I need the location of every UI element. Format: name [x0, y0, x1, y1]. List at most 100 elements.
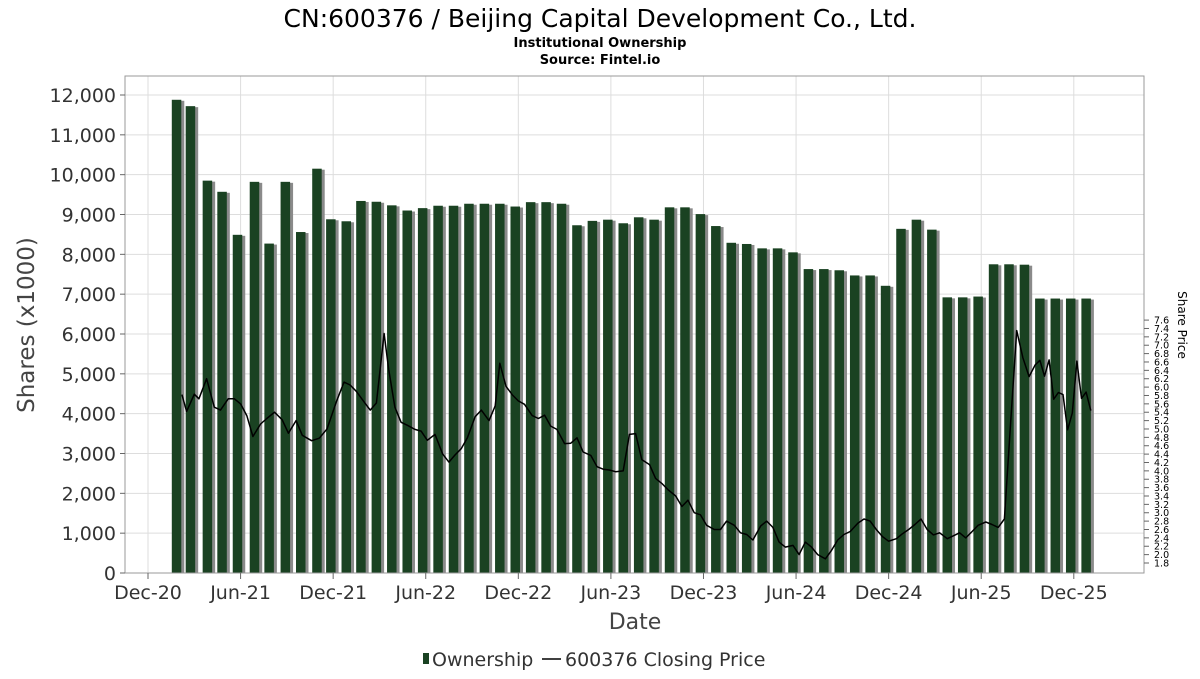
ownership-bar: [788, 252, 798, 573]
x-tick-label: Jun-24: [765, 582, 827, 604]
legend-price-label: 600376 Closing Price: [565, 649, 765, 671]
ownership-bar: [741, 243, 752, 573]
y2-tick-label: 6.6: [1154, 357, 1169, 368]
y2-tick-label: 3.6: [1154, 483, 1169, 494]
y2-tick-label: 6.0: [1154, 383, 1169, 394]
ownership-bar: [680, 207, 690, 573]
chart-title: CN:600376 / Beijing Capital Development …: [284, 4, 917, 33]
ownership-bar: [849, 275, 860, 573]
chart-subtitle: Institutional Ownership: [514, 36, 687, 51]
ownership-bar: [479, 203, 490, 573]
y2-tick-label: 2.4: [1154, 533, 1169, 544]
y2-tick-label: 7.6: [1154, 316, 1169, 327]
x-tick-label: Jun-23: [580, 582, 642, 604]
ownership-bar: [1081, 298, 1091, 573]
ownership-bar: [232, 234, 243, 573]
y2-tick-label: 4.8: [1154, 433, 1169, 444]
y-tick-label: 3,000: [62, 444, 116, 466]
x-tick-label: Jun-21: [209, 582, 271, 604]
ownership-bar: [1050, 298, 1061, 573]
chart-source: Source: Fintel.io: [540, 53, 661, 68]
ownership-bar: [819, 269, 829, 573]
y2-tick-label: 6.4: [1154, 366, 1169, 377]
y-tick-label: 0: [104, 563, 116, 585]
y-tick-label: 5,000: [62, 364, 116, 386]
ownership-bar: [1035, 298, 1045, 573]
y2-tick-label: 6.8: [1154, 349, 1169, 360]
y2-tick-label: 7.0: [1154, 341, 1169, 352]
ownership-bars: [171, 99, 1094, 574]
y-tick-label: 6,000: [62, 324, 116, 346]
x-axis: Dec-20 Jun-21 Dec-21 Jun-22 Dec-22 Jun-23 Dec-…: [114, 573, 1108, 604]
x-tick-label: Dec-21: [299, 582, 367, 604]
ownership-bar: [217, 191, 227, 574]
y2-tick-label: 2.2: [1154, 542, 1169, 553]
y-tick-label: 11,000: [50, 125, 116, 147]
ownership-bar: [312, 168, 322, 574]
ownership-bar: [803, 269, 814, 573]
y2-tick-label: 3.2: [1154, 500, 1169, 511]
ownership-bar: [1019, 264, 1030, 573]
y2-tick-label: 7.2: [1154, 332, 1169, 343]
ownership-bar: [772, 248, 783, 573]
ownership-bar: [1065, 298, 1076, 573]
ownership-bar: [973, 296, 983, 573]
ownership-bar: [911, 219, 922, 573]
ownership-bar: [356, 200, 366, 573]
ownership-bar: [171, 99, 182, 573]
y-tick-label: 4,000: [62, 404, 116, 426]
ownership-bar: [264, 243, 274, 573]
y-tick-label: 2,000: [62, 483, 116, 505]
y2-tick-label: 3.0: [1154, 508, 1169, 519]
ownership-bar: [834, 270, 845, 573]
ownership-bar: [556, 203, 567, 573]
price-line: [181, 329, 1092, 560]
ownership-bar: [495, 203, 505, 573]
ownership-bar: [448, 205, 459, 573]
y2-tick-label: 4.0: [1154, 466, 1169, 477]
ownership-bar: [296, 232, 306, 573]
ownership-bar: [371, 201, 382, 573]
ownership-bar: [633, 217, 644, 573]
ownership-bar: [587, 220, 598, 573]
y2-tick-label: 4.4: [1154, 450, 1169, 461]
y-tick-label: 1,000: [62, 523, 116, 545]
y2-tick-label: 5.0: [1154, 424, 1169, 435]
plot-frame: [124, 75, 1145, 574]
x-tick-label: Jun-25: [950, 582, 1012, 604]
ownership-bar: [927, 229, 937, 574]
ownership-bar: [572, 225, 582, 573]
y2-tick-label: 4.2: [1154, 458, 1169, 469]
ownership-bar: [433, 205, 443, 573]
y-tick-label: 7,000: [62, 284, 116, 306]
price-line-group: [181, 329, 1092, 560]
x-tick-label: Dec-24: [855, 582, 923, 604]
y2-tick-label: 3.8: [1154, 475, 1169, 486]
ownership-bar: [880, 285, 891, 573]
x-axis-label: Date: [609, 610, 662, 635]
x-tick-label: Dec-22: [484, 582, 552, 604]
ownership-bar: [618, 223, 628, 573]
y2-tick-label: 4.6: [1154, 441, 1169, 452]
y2-tick-label: 5.8: [1154, 391, 1169, 402]
ownership-bar: [510, 206, 520, 574]
y2-tick-label: 2.8: [1154, 517, 1169, 528]
ownership-bar: [464, 203, 474, 573]
ownership-bar: [525, 202, 536, 573]
y2-tick-label: 5.6: [1154, 399, 1169, 410]
ownership-bar: [417, 208, 428, 574]
ownership-bar: [185, 106, 196, 574]
y2-tick-label: 1.8: [1154, 559, 1169, 570]
ownership-bar: [202, 180, 213, 573]
x-tick-label: Dec-25: [1040, 582, 1108, 604]
ownership-bar: [326, 219, 336, 573]
y-tick-label: 10,000: [50, 165, 116, 187]
ownership-bar: [757, 248, 767, 573]
left-axis: 0 1,000 2,000 3,000 4,000 5,000 6,000 7,000 8,00…: [50, 85, 125, 585]
ownership-bar: [865, 275, 875, 573]
ownership-bar: [402, 210, 412, 573]
x-tick-label: Dec-23: [670, 582, 738, 604]
ownership-bar: [603, 219, 613, 573]
